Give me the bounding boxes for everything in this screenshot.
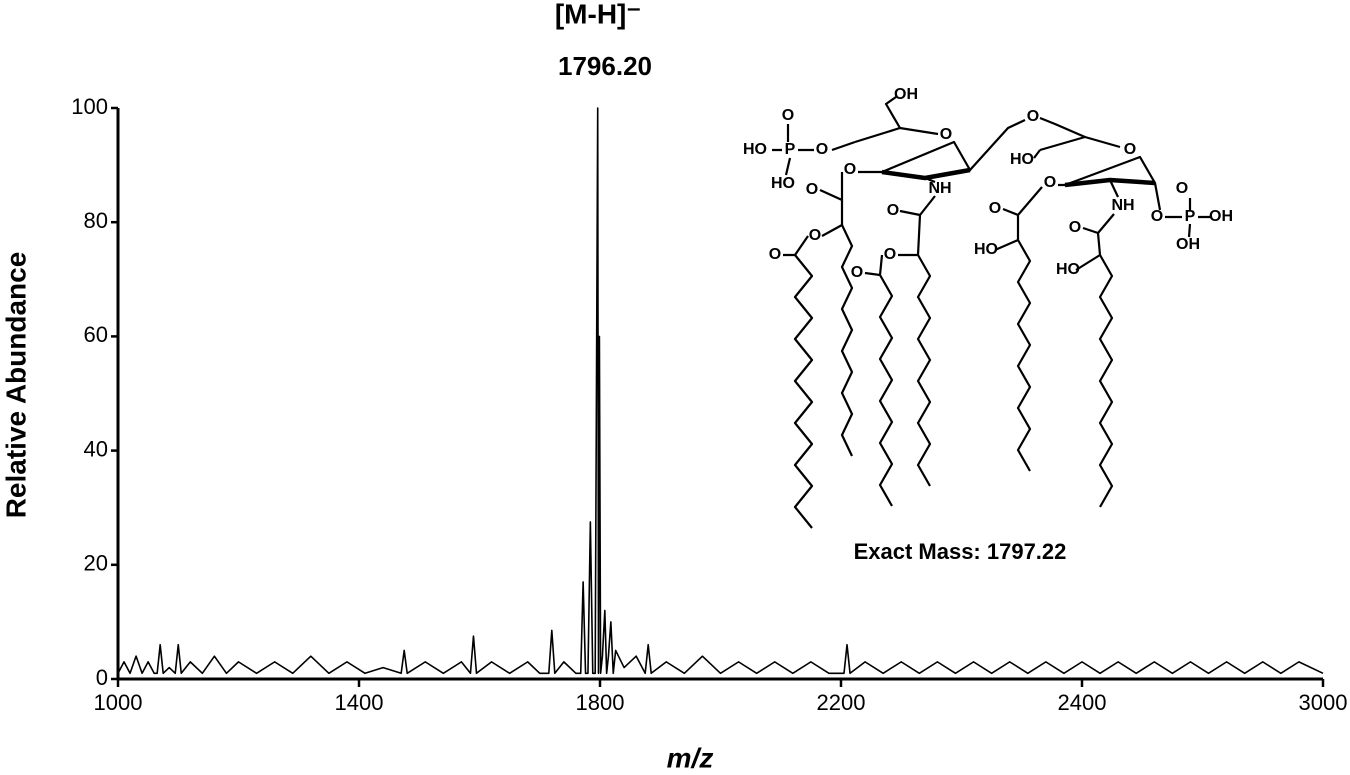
- acyl-chain: [878, 274, 894, 507]
- atom-label: O: [887, 202, 899, 219]
- peak-label: 1796.20: [558, 51, 652, 81]
- atom-label: HO: [771, 175, 795, 192]
- x-axis-label: m/z: [667, 742, 714, 773]
- atom-label: O: [1124, 141, 1136, 158]
- ring: [854, 126, 972, 180]
- atom-label: O: [1044, 174, 1056, 191]
- spectrum-line: [117, 107, 1324, 675]
- y-tick-label: 0: [96, 665, 108, 690]
- atom-label: O: [851, 264, 863, 281]
- y-tick-label: 20: [84, 551, 108, 576]
- atom-label: OH: [1209, 208, 1233, 225]
- atom-label: O: [816, 141, 828, 158]
- structure-labels: OH O HO P O HO O O NH O HO O O NH O O P …: [743, 86, 1233, 281]
- y-tick-label: 60: [84, 322, 108, 347]
- atom-label: NH: [928, 180, 951, 197]
- ring: [1039, 135, 1157, 187]
- ring-edge: [881, 167, 971, 181]
- bonds: [772, 96, 1210, 238]
- acyl-chain: [793, 254, 814, 529]
- acyl-chain: [1016, 239, 1032, 472]
- atom-label: O: [1027, 108, 1039, 125]
- x-tick-label: 1400: [335, 690, 384, 715]
- atom-label: O: [809, 227, 821, 244]
- atom-label: OH: [894, 86, 918, 103]
- y-tick-label: 40: [84, 436, 108, 461]
- acyl-chain: [840, 224, 854, 457]
- atom-label: HO: [1010, 151, 1034, 168]
- atom-label: HO: [1056, 261, 1080, 278]
- atom-label: HO: [743, 141, 767, 158]
- x-tick-label: 3000: [1299, 690, 1348, 715]
- atom-label: O: [940, 126, 952, 143]
- x-tick-label: 2400: [1058, 690, 1107, 715]
- atom-label: O: [769, 246, 781, 263]
- atom-label: O: [844, 161, 856, 178]
- x-tick-label: 2200: [817, 690, 866, 715]
- atom-label: O: [884, 246, 896, 263]
- atom-label: O: [782, 107, 794, 124]
- structure: [772, 96, 1210, 277]
- y-axis-label: Relative Abundance: [0, 252, 31, 519]
- atom-label: O: [806, 181, 818, 198]
- acyl-chain: [1098, 254, 1114, 508]
- y-tick-label: 100: [71, 94, 108, 119]
- atom-label: P: [785, 141, 796, 158]
- x-tick-label: 1000: [94, 690, 143, 715]
- atom-label: O: [989, 200, 1001, 217]
- structure-note: Exact Mass: 1797.22: [854, 539, 1067, 564]
- atom-label: O: [1151, 208, 1163, 225]
- acyl-chain: [916, 254, 932, 487]
- atom-label: O: [1176, 180, 1188, 197]
- y-tick-label: 80: [84, 208, 108, 233]
- atom-label: NH: [1111, 197, 1134, 214]
- atom-label: OH: [1176, 236, 1200, 253]
- peak-annotation: [M-H]⁻: [555, 0, 641, 29]
- x-tick-label: 1800: [576, 690, 625, 715]
- atom-label: O: [1069, 219, 1081, 236]
- atom-label: P: [1185, 208, 1196, 225]
- atom-label: HO: [974, 241, 998, 258]
